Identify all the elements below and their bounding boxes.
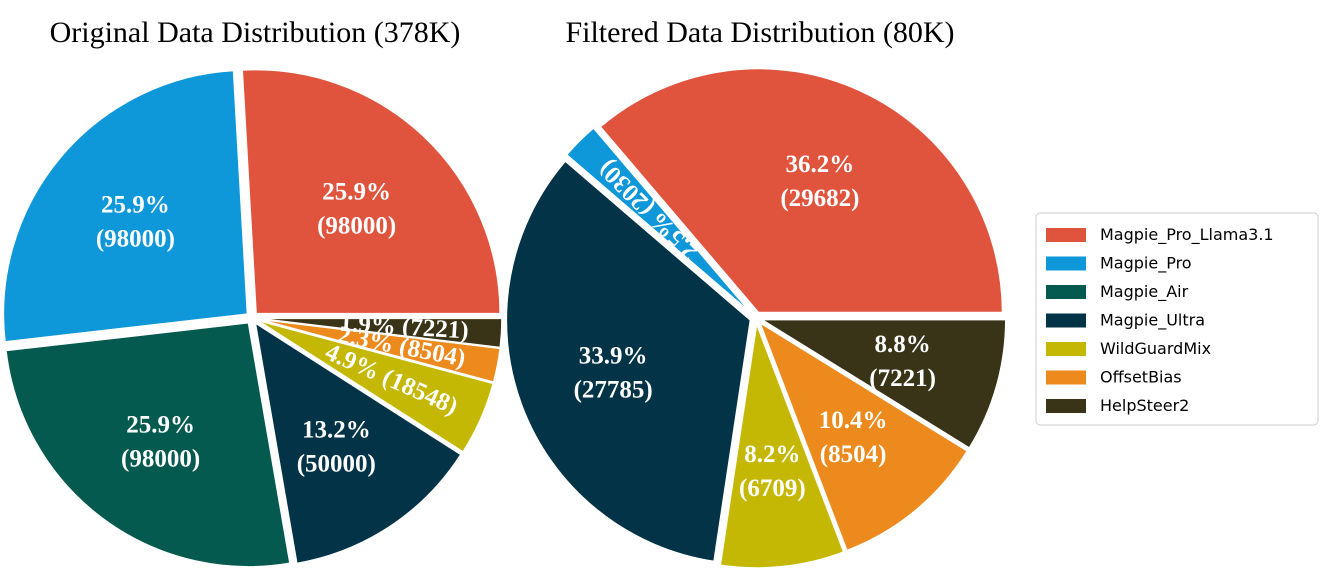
pie1-slice-magpie-pro-llama3-1: [599, 67, 1004, 314]
pie0-slice-magpie-pro-llama3-1: [241, 68, 501, 315]
pie0-slice-magpie-ultra: [254, 322, 462, 565]
legend-label-magpie-air: Magpie_Air: [1100, 282, 1189, 302]
pie1-slice-magpie-pro: [565, 127, 753, 315]
pie1-slice-offsetbias: [759, 321, 969, 552]
pie0-slice-wildguardmix: [256, 319, 494, 453]
pie1-slice-wildguardmix: [719, 323, 845, 569]
pie1-slice-helpsteer2: [761, 318, 1007, 449]
pie0-pct-label-magpie-pro-llama3-1: 25.9%: [322, 179, 391, 206]
legend: Magpie_Pro_Llama3.1 Magpie_Pro Magpie_Air M…: [1035, 212, 1319, 426]
legend-swatch-magpie-pro-llama3-1: [1046, 228, 1086, 242]
pie-filtered: 36.2%(29682)2.5% (2030)33.9%(27785)8.2%(…: [505, 67, 1007, 569]
pie0-slice-magpie-pro: [2, 69, 249, 343]
legend-swatch-magpie-ultra: [1046, 313, 1086, 328]
pie1-count-label-wildguardmix: (6709): [739, 475, 806, 502]
pie0-count-label-magpie-ultra: (50000): [297, 450, 376, 477]
pie0-pct-label-magpie-air: 25.9%: [126, 411, 195, 438]
pie1-pct-label-magpie-pro-llama3-1: 36.2%: [786, 151, 855, 178]
pie0-count-label-magpie-pro-llama3-1: (98000): [317, 213, 396, 240]
legend-label-magpie-pro-llama3-1: Magpie_Pro_Llama3.1: [1100, 225, 1274, 245]
legend-swatch-magpie-pro: [1046, 256, 1086, 271]
pie0-slice-magpie-air: [5, 322, 291, 568]
pie1-pct-label-magpie-ultra: 33.9%: [579, 343, 648, 370]
pie-title-original: Original Data Distribution (378K): [50, 16, 461, 49]
legend-label-offsetbias: OffsetBias: [1100, 368, 1182, 387]
pie-original: 25.9% (98000) 25.9% (98000) 25.9% (98000) 13.2…: [2, 68, 503, 568]
pie1-count-label-magpie-pro-llama3-1: (29682): [780, 185, 859, 212]
pie0-pct-label-magpie-ultra: 13.2%: [302, 416, 371, 443]
pie0-pct-label-magpie-pro: 25.9%: [101, 191, 170, 218]
legend-frame: [1035, 212, 1319, 426]
pie1-pct-label-helpsteer2: 8.8%: [874, 331, 930, 358]
pie0-count-label-magpie-pro: (98000): [96, 225, 175, 252]
legend-swatch-wildguardmix: [1046, 342, 1086, 356]
pie0-slice-offsetbias: [257, 318, 501, 383]
pie-title-filtered: Filtered Data Distribution (80K): [565, 16, 954, 49]
pie0-slice-helpsteer2: [257, 317, 503, 349]
legend-label-helpsteer2: HelpSteer2: [1100, 396, 1189, 415]
pie1-pct-label-offsetbias: 10.4%: [819, 407, 888, 434]
legend-label-magpie-ultra: Magpie_Ultra: [1100, 311, 1205, 331]
legend-label-wildguardmix: WildGuardMix: [1100, 339, 1211, 358]
pie1-count-label-magpie-ultra: (27785): [574, 377, 653, 404]
legend-swatch-magpie-air: [1046, 285, 1086, 299]
legend-swatch-helpsteer2: [1046, 399, 1086, 413]
pie0-count-label-magpie-air: (98000): [121, 445, 200, 472]
pie1-count-label-helpsteer2: (7221): [869, 365, 936, 392]
legend-swatch-offsetbias: [1046, 370, 1086, 385]
legend-label-magpie-pro: Magpie_Pro: [1100, 254, 1192, 274]
pie1-count-label-offsetbias: (8504): [820, 441, 887, 468]
pie1-pct-label-wildguardmix: 8.2%: [744, 441, 800, 468]
pie1-slice-magpie-ultra: [505, 160, 752, 563]
